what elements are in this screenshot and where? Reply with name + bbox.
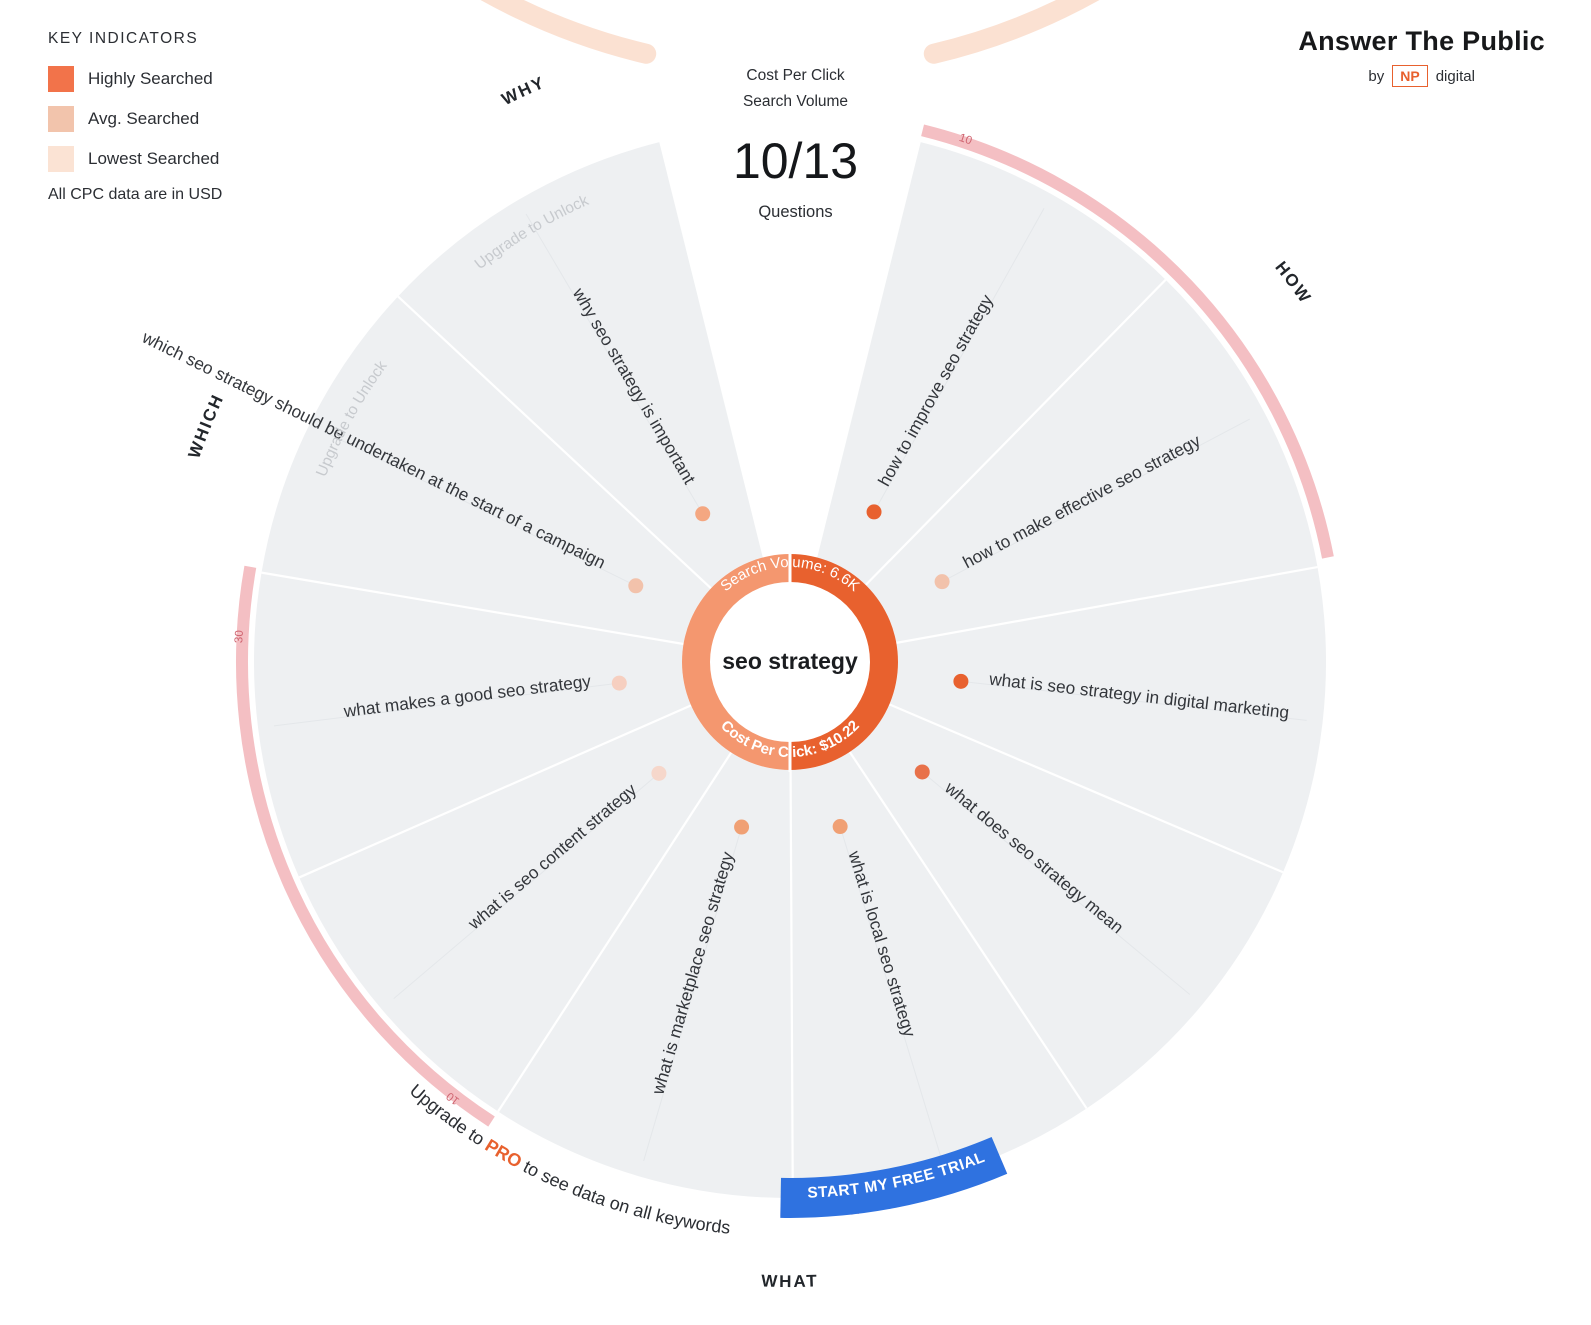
svg-text:seo strategy: seo strategy (722, 648, 858, 674)
svg-text:WHAT: WHAT (761, 1271, 819, 1291)
